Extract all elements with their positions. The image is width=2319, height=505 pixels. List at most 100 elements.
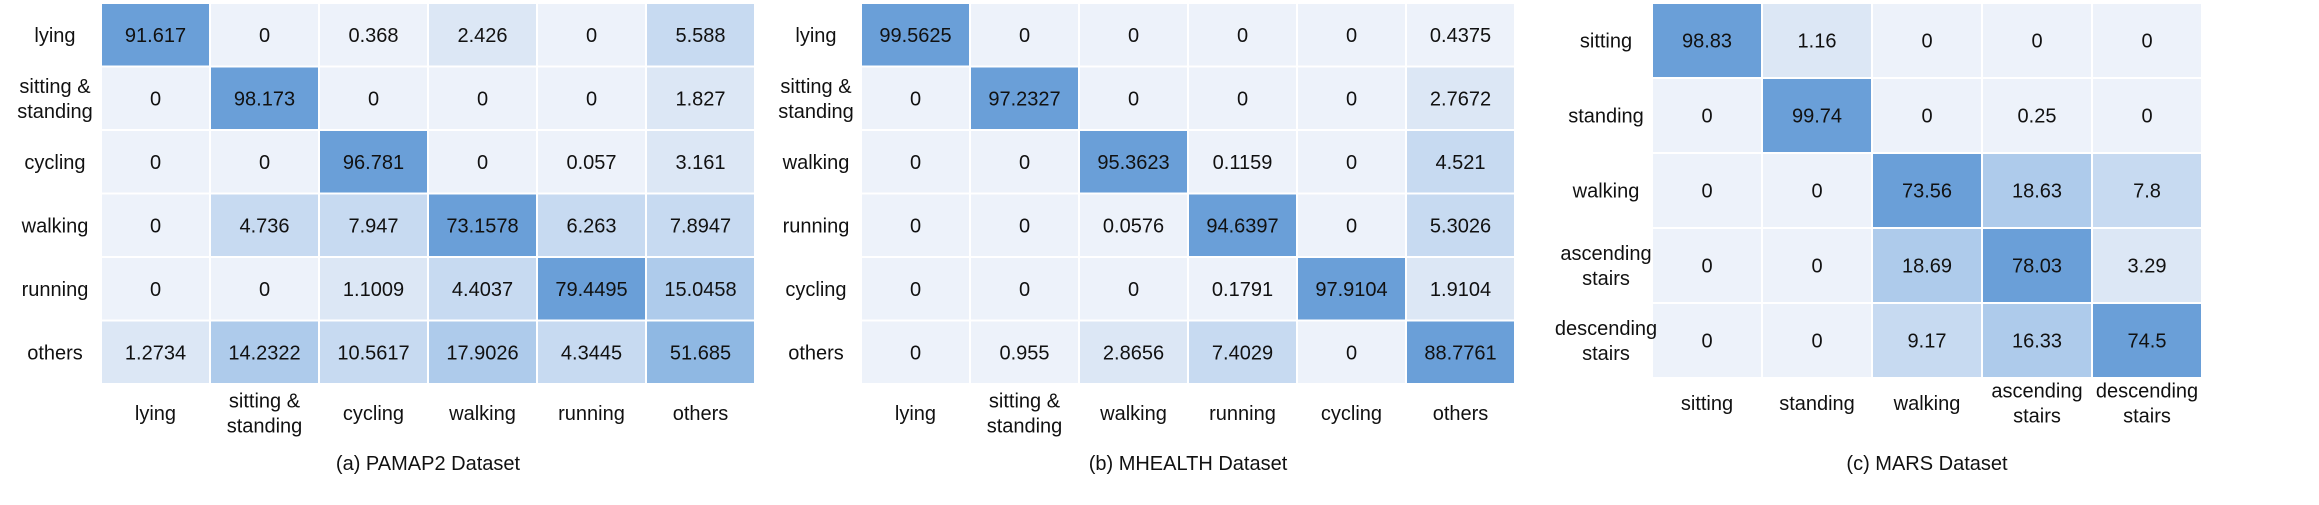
cell-value-label: 0: [150, 279, 161, 301]
heatmap-cell: [1761, 302, 1873, 379]
heatmap-cell: [100, 192, 211, 258]
heatmap-cell: [2091, 302, 2203, 379]
row-label-line: standing: [1568, 106, 1644, 128]
cell-value-label: 7.4029: [1212, 342, 1273, 364]
cell-value-label: 0: [477, 152, 488, 174]
heatmap-cell: [427, 319, 538, 385]
row-label-line: walking: [1572, 181, 1640, 203]
heatmap-cell: [536, 256, 647, 322]
cell-value-label: 0.955: [999, 342, 1049, 364]
column-label: ascending stairs: [1991, 381, 2082, 428]
cell-value-label: 99.74: [1792, 106, 1842, 128]
cell-value-label: 0.368: [348, 25, 398, 47]
heatmap-cell: [427, 256, 538, 322]
column-label-line: stairs: [2013, 406, 2061, 428]
cell-value-label: 2.426: [457, 25, 507, 47]
column-label-line: others: [673, 403, 729, 425]
heatmap-cell: [1187, 256, 1298, 322]
row-label-line: standing: [778, 101, 854, 123]
cell-value-label: 0: [1921, 106, 1932, 128]
row-label-line: cycling: [24, 152, 85, 174]
column-label: cycling: [1321, 403, 1382, 425]
heatmap-cell: [2091, 152, 2203, 229]
row-label: others: [27, 342, 83, 364]
heatmap-cell: [1078, 65, 1189, 131]
cell-value-label: 0: [1237, 25, 1248, 47]
column-label-line: standing: [1779, 393, 1855, 415]
heatmap-cell: [1761, 77, 1873, 154]
cell-value-label: 3.29: [2128, 256, 2167, 278]
cell-value-label: 18.63: [2012, 181, 2062, 203]
row-label-line: running: [783, 215, 850, 237]
cell-value-label: 0: [150, 88, 161, 110]
cell-value-label: 7.8947: [670, 215, 731, 237]
column-label-line: lying: [895, 403, 936, 425]
row-label: running: [783, 215, 850, 237]
cell-value-label: 0: [1701, 181, 1712, 203]
column-label-line: standing: [987, 416, 1063, 438]
heatmap-cell: [427, 65, 538, 131]
column-label: walking: [448, 403, 516, 425]
cell-value-label: 0: [1019, 152, 1030, 174]
cell-value-label: 0: [910, 342, 921, 364]
heatmap-cell: [536, 192, 647, 258]
row-label-line: descending: [1555, 318, 1657, 340]
column-label-line: descending: [2096, 381, 2198, 403]
column-label-line: walking: [1099, 403, 1167, 425]
cell-value-label: 94.6397: [1206, 215, 1278, 237]
cell-value-label: 10.5617: [337, 342, 409, 364]
row-label: descending stairs: [1555, 318, 1657, 365]
heatmap-cell: [1187, 319, 1298, 385]
heatmap-cell: [1296, 129, 1407, 195]
column-label-line: walking: [1893, 393, 1961, 415]
cell-value-label: 79.4495: [555, 279, 627, 301]
heatmap-cell: [1405, 319, 1516, 385]
heatmap-cell: [2091, 2, 2203, 79]
cell-value-label: 98.83: [1682, 31, 1732, 53]
column-label: lying: [895, 403, 936, 425]
row-label-line: lying: [795, 25, 836, 47]
heatmap-cell: [209, 129, 320, 195]
cell-value-label: 0: [1019, 25, 1030, 47]
cell-value-label: 99.5625: [879, 25, 951, 47]
row-label-line: cycling: [785, 279, 846, 301]
row-label: lying: [34, 25, 75, 47]
cell-value-label: 7.947: [348, 215, 398, 237]
row-label: lying: [795, 25, 836, 47]
column-label: walking: [1099, 403, 1167, 425]
cell-value-label: 18.69: [1902, 256, 1952, 278]
heatmap-cell: [1405, 256, 1516, 322]
column-label: cycling: [343, 403, 404, 425]
column-label: walking: [1893, 393, 1961, 415]
cell-value-label: 0: [1701, 106, 1712, 128]
row-label-line: stairs: [1582, 343, 1630, 365]
column-label: running: [558, 403, 625, 425]
cell-value-label: 0: [150, 152, 161, 174]
cell-value-label: 4.4037: [452, 279, 513, 301]
heatmap-cell: [209, 65, 320, 131]
cell-value-label: 73.56: [1902, 181, 1952, 203]
cell-value-label: 78.03: [2012, 256, 2062, 278]
cell-value-label: 0: [1811, 256, 1822, 278]
column-label-line: running: [558, 403, 625, 425]
row-label-line: sitting: [1580, 31, 1632, 53]
row-label-line: walking: [21, 215, 89, 237]
matrix-caption: (a) PAMAP2 Dataset: [336, 453, 521, 475]
heatmap-cell: [1296, 65, 1407, 131]
cell-value-label: 0.4375: [1430, 25, 1491, 47]
heatmap-cell: [1651, 2, 1763, 79]
heatmap-cell: [1981, 77, 2093, 154]
heatmap-cell: [1761, 227, 1873, 304]
cell-value-label: 6.263: [566, 215, 616, 237]
column-label: sitting: [1681, 393, 1733, 415]
cell-value-label: 5.3026: [1430, 215, 1491, 237]
heatmap-cell: [645, 192, 756, 258]
column-label: running: [1209, 403, 1276, 425]
cell-value-label: 97.2327: [988, 88, 1060, 110]
cell-value-label: 1.16: [1798, 31, 1837, 53]
cell-value-label: 0.1159: [1213, 152, 1273, 174]
cell-value-label: 0: [1128, 279, 1139, 301]
cell-value-label: 0: [586, 88, 597, 110]
row-label: sitting & standing: [778, 76, 854, 123]
